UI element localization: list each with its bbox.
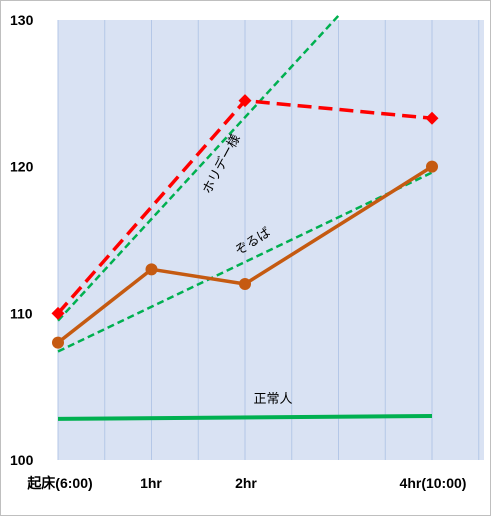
- y-tick-label: 130: [10, 12, 34, 28]
- data-point-holiday: [425, 111, 439, 125]
- x-tick-label: 1hr: [140, 475, 162, 491]
- data-point-zoruba: [426, 160, 438, 173]
- x-axis-tick-labels: 起床(6:00) 1hr 2hr 4hr(10:00): [26, 475, 466, 491]
- x-tick-label: 起床(6:00): [26, 475, 92, 491]
- x-tick-label: 2hr: [235, 475, 257, 491]
- data-point-zoruba: [145, 263, 158, 276]
- trendlines: [57, 14, 433, 353]
- data-series: [51, 94, 439, 421]
- plot-area: [58, 20, 484, 460]
- y-tick-label: 100: [10, 452, 34, 468]
- x-tick-label: 4hr(10:00): [400, 475, 467, 491]
- data-point-holiday: [51, 306, 65, 320]
- gridlines: [57, 20, 480, 460]
- trendline-holiday: [57, 14, 340, 322]
- series-line-normal: [57, 414, 433, 421]
- y-tick-label: 110: [10, 305, 33, 321]
- series-line-zoruba: [56, 165, 433, 345]
- data-point-zoruba: [52, 336, 64, 349]
- data-point-zoruba: [239, 278, 251, 290]
- y-axis-tick-labels: 100 110 120 130: [10, 12, 34, 468]
- data-point-holiday: [238, 94, 252, 108]
- y-tick-label: 120: [10, 159, 34, 175]
- series-label-normal: 正常人: [253, 392, 292, 407]
- trendline-zoruba: [57, 171, 433, 353]
